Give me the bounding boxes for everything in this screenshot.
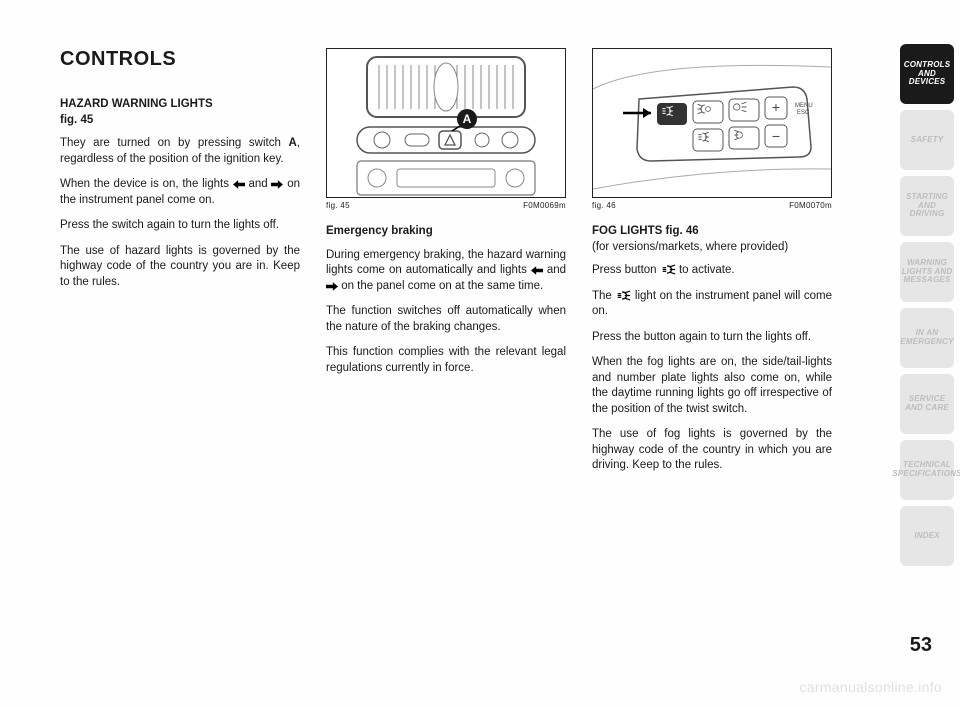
column-1: CONTROLS HAZARD WARNING LIGHTS fig. 45 T…: [60, 48, 300, 709]
tab-technical-specifications[interactable]: TECHNICALSPECIFICATIONS: [900, 440, 954, 500]
figure-45-caption: fig. 45 F0M0069m: [326, 201, 566, 210]
watermark: carmanualsonline.info: [800, 679, 943, 695]
svg-text:ESC: ESC: [797, 110, 810, 116]
arrow-left-icon: [233, 180, 245, 189]
fog-p2: The light on the instrument panel will c…: [592, 289, 832, 320]
tab-service-and-care[interactable]: SERVICEAND CARE: [900, 374, 954, 434]
column-3: + MENU ESC − fig. 46 F0M0070m: [592, 48, 832, 709]
figure-46: + MENU ESC −: [592, 48, 832, 198]
figure-45: A: [326, 48, 566, 198]
foglight-icon: [615, 290, 631, 301]
hazard-p2: When the device is on, the lights and on…: [60, 177, 300, 208]
manual-page: CONTROLS HAZARD WARNING LIGHTS fig. 45 T…: [0, 0, 870, 709]
section-hazard-heading: HAZARD WARNING LIGHTS fig. 45: [60, 97, 300, 128]
side-tabs: CONTROLSAND DEVICES SAFETY STARTINGAND D…: [900, 44, 960, 566]
tab-starting-and-driving[interactable]: STARTINGAND DRIVING: [900, 176, 954, 236]
svg-text:A: A: [463, 112, 472, 126]
svg-text:+: +: [772, 99, 780, 115]
fog-p3: Press the button again to turn the light…: [592, 330, 832, 346]
section-emergency-heading: Emergency braking: [326, 224, 566, 240]
foglight-icon: [660, 264, 676, 275]
tab-in-an-emergency[interactable]: IN ANEMERGENCY: [900, 308, 954, 368]
tab-warning-lights-and-messages[interactable]: WARNINGLIGHTS ANDMESSAGES: [900, 242, 954, 302]
page-number: 53: [910, 634, 932, 657]
page-title: CONTROLS: [60, 48, 300, 71]
fog-p1: Press button to activate.: [592, 263, 832, 279]
svg-text:MENU: MENU: [795, 103, 813, 109]
hazard-p4: The use of hazard lights is governed by …: [60, 244, 300, 291]
tab-controls-and-devices[interactable]: CONTROLSAND DEVICES: [900, 44, 954, 104]
fog-p5: The use of fog lights is governed by the…: [592, 427, 832, 474]
arrow-right-icon: [326, 282, 338, 291]
arrow-left-icon: [531, 266, 543, 275]
tab-safety[interactable]: SAFETY: [900, 110, 954, 170]
tab-index[interactable]: INDEX: [900, 506, 954, 566]
fog-p4: When the fog lights are on, the side/tai…: [592, 355, 832, 417]
svg-text:−: −: [772, 128, 780, 144]
hazard-p1: They are turned on by pressing switch A,…: [60, 136, 300, 167]
figure-46-caption: fig. 46 F0M0070m: [592, 201, 832, 210]
arrow-right-icon: [271, 180, 283, 189]
column-2: A fig. 45 F0M0069m Emergency braking Dur…: [326, 48, 566, 709]
emergency-p2: The function switches off automatically …: [326, 304, 566, 335]
hazard-p3: Press the switch again to turn the light…: [60, 218, 300, 234]
emergency-p3: This function complies with the relevant…: [326, 345, 566, 376]
section-foglights-heading: FOG LIGHTS fig. 46 (for versions/markets…: [592, 224, 832, 255]
emergency-p1: During emergency braking, the hazard war…: [326, 248, 566, 295]
